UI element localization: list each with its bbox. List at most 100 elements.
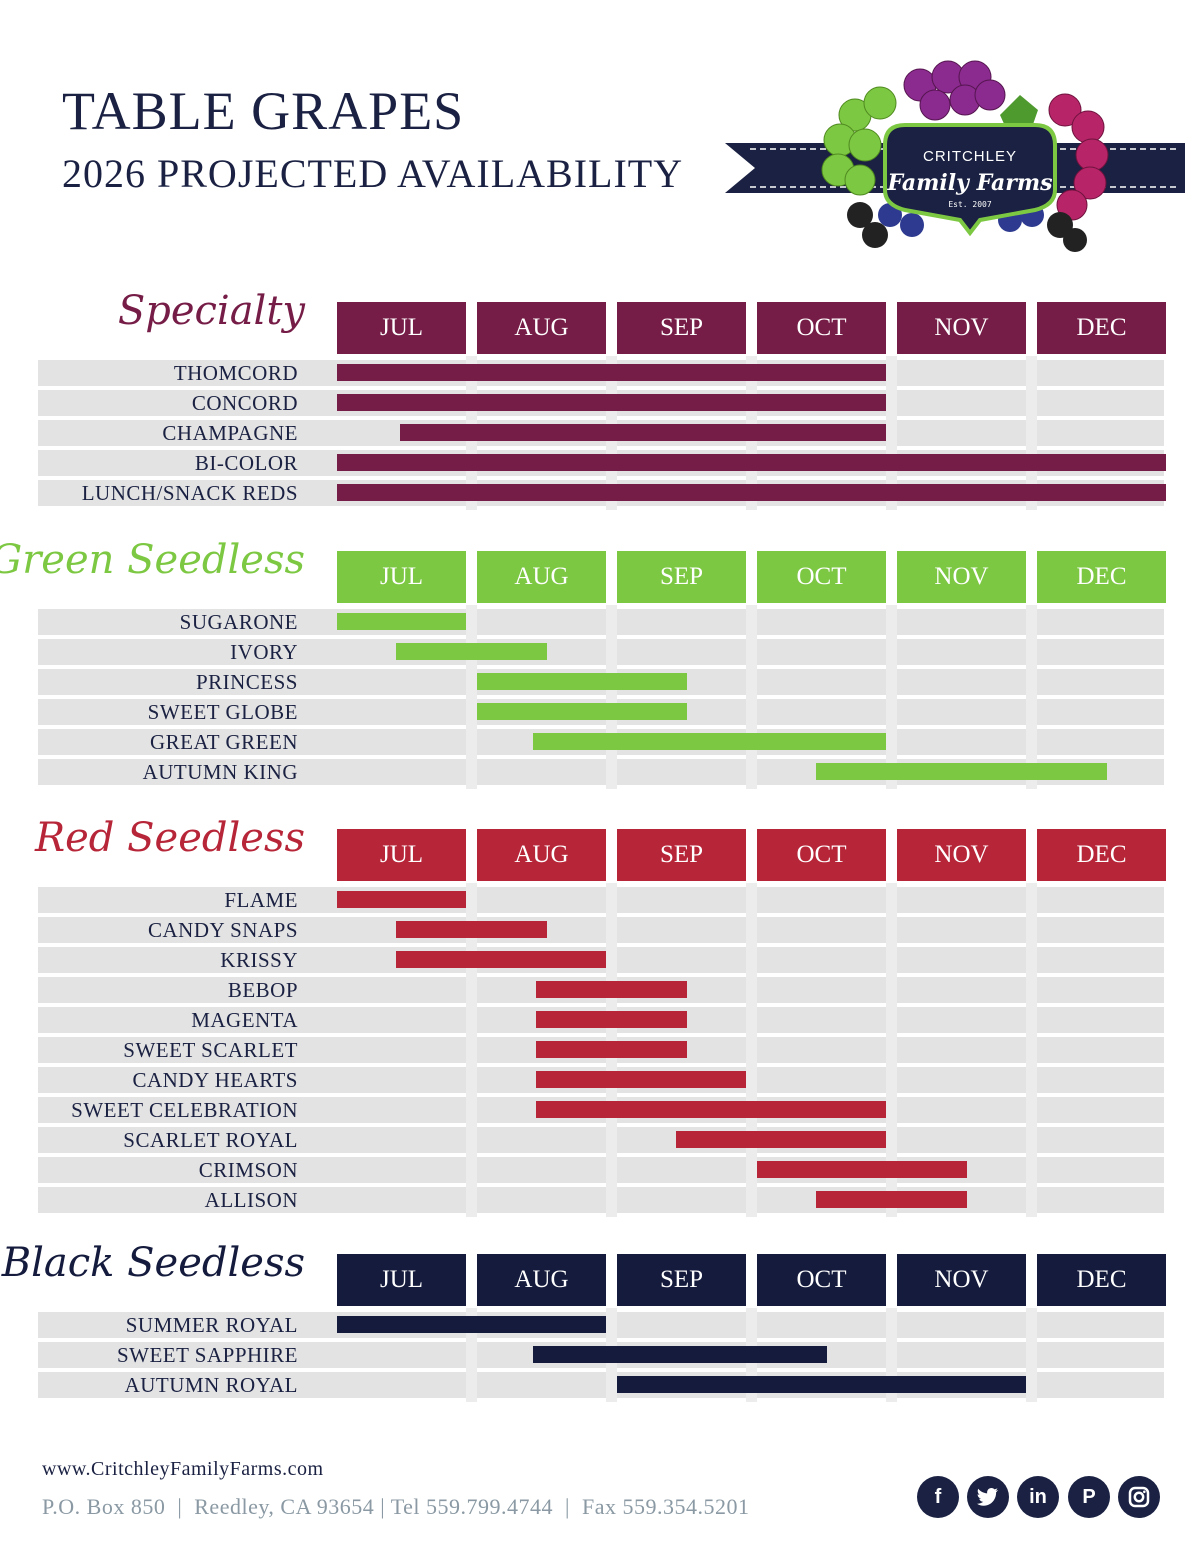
- variety-label: MAGENTA: [191, 1008, 298, 1032]
- variety-label: CHAMPAGNE: [162, 421, 298, 445]
- page-title: TABLE GRAPES: [62, 81, 465, 141]
- month-header-sep: SEP: [617, 551, 746, 603]
- month-header-aug: AUG: [477, 1254, 606, 1306]
- month-header-dec: DEC: [1037, 829, 1166, 881]
- availability-bar-princess: [477, 673, 687, 690]
- section-title: Specialty: [117, 288, 305, 334]
- availability-bar-flame: [337, 891, 466, 908]
- month-header-sep: SEP: [617, 1254, 746, 1306]
- footer-website[interactable]: www.CritchleyFamilyFarms.com: [42, 1458, 324, 1480]
- availability-bar-candy-hearts: [535, 1071, 746, 1088]
- variety-label: KRISSY: [220, 948, 298, 972]
- logo-line1: CRITCHLEY: [923, 148, 1017, 165]
- column-separator: [1026, 883, 1037, 1217]
- variety-label: BEBOP: [227, 978, 298, 1002]
- variety-label: SWEET SAPPHIRE: [116, 1343, 298, 1367]
- month-header-oct: OCT: [757, 1254, 886, 1306]
- variety-label: AUTUMN KING: [142, 760, 298, 784]
- month-header-nov: NOV: [897, 551, 1026, 603]
- pinterest-icon[interactable]: P: [1068, 1476, 1110, 1518]
- availability-bar-sweet-sapphire: [533, 1346, 827, 1363]
- availability-bar-scarlet-royal: [675, 1131, 886, 1148]
- column-separator: [886, 356, 897, 510]
- linkedin-icon[interactable]: in: [1017, 1476, 1059, 1518]
- variety-label: FLAME: [224, 888, 298, 912]
- availability-bar-candy-snaps: [395, 921, 547, 938]
- availability-bar-autumn-royal: [617, 1376, 1026, 1393]
- row-band: [38, 609, 1164, 635]
- variety-label: IVORY: [230, 640, 298, 664]
- month-header-nov: NOV: [897, 302, 1026, 354]
- month-header-oct: OCT: [757, 829, 886, 881]
- month-header-oct: OCT: [757, 551, 886, 603]
- variety-label: PRINCESS: [195, 670, 298, 694]
- section-title: Green Seedless: [0, 537, 305, 583]
- row-band: [38, 1157, 1164, 1183]
- month-header-dec: DEC: [1037, 551, 1166, 603]
- row-band: [38, 887, 1164, 913]
- availability-bar-krissy: [395, 951, 606, 968]
- availability-bar-ivory: [395, 643, 547, 660]
- availability-bar-sweet-globe: [477, 703, 687, 720]
- column-separator: [886, 605, 897, 789]
- critchley-logo: CRITCHLEY Family Farms Est. 2007: [725, 60, 1185, 252]
- column-separator: [886, 1308, 897, 1402]
- column-separator: [746, 883, 757, 1217]
- month-header-aug: AUG: [477, 551, 606, 603]
- column-separator: [466, 1308, 477, 1402]
- footer-address: P.O. Box 850 | Reedley, CA 93654 | Tel 5…: [42, 1494, 750, 1519]
- column-separator: [886, 883, 897, 1217]
- availability-bar-concord: [337, 394, 886, 411]
- availability-bar-sweet-celebration: [535, 1101, 886, 1118]
- variety-label: SWEET GLOBE: [147, 700, 298, 724]
- column-separator: [1026, 605, 1037, 789]
- facebook-icon[interactable]: f: [917, 1476, 959, 1518]
- column-separator: [466, 883, 477, 1217]
- variety-label: LUNCH/SNACK REDS: [81, 481, 298, 505]
- variety-label: AUTUMN ROYAL: [124, 1373, 298, 1397]
- variety-label: SUMMER ROYAL: [125, 1313, 298, 1337]
- variety-label: SWEET SCARLET: [123, 1038, 298, 1062]
- month-header-jul: JUL: [337, 1254, 466, 1306]
- variety-label: CANDY SNAPS: [147, 918, 298, 942]
- grape-cluster-green: [821, 86, 897, 196]
- variety-label: THOMCORD: [173, 361, 298, 385]
- row-band: [38, 1187, 1164, 1213]
- variety-label: ALLISON: [204, 1188, 298, 1212]
- month-header-nov: NOV: [897, 1254, 1026, 1306]
- month-header-sep: SEP: [617, 302, 746, 354]
- variety-label: SCARLET ROYAL: [123, 1128, 298, 1152]
- variety-label: BI-COLOR: [194, 451, 298, 475]
- variety-label: CONCORD: [191, 391, 298, 415]
- month-header-jul: JUL: [337, 551, 466, 603]
- availability-bar-crimson: [757, 1161, 967, 1178]
- availability-bar-sweet-scarlet: [535, 1041, 687, 1058]
- availability-bar-great-green: [533, 733, 886, 750]
- grape-cluster-red: [1048, 93, 1109, 221]
- availability-bar-thomcord: [337, 364, 886, 381]
- column-separator: [466, 605, 477, 789]
- grape-cluster-purple: [903, 60, 1006, 121]
- column-separator: [1026, 356, 1037, 510]
- variety-label: SWEET CELEBRATION: [71, 1098, 298, 1122]
- section-title: Red Seedless: [35, 815, 305, 861]
- availability-bar-bebop: [535, 981, 687, 998]
- variety-label: CRIMSON: [198, 1158, 298, 1182]
- row-band: [38, 1127, 1164, 1153]
- page-subtitle: 2026 PROJECTED AVAILABILITY: [62, 151, 684, 196]
- month-header-dec: DEC: [1037, 1254, 1166, 1306]
- section-title: Black Seedless: [1, 1240, 305, 1286]
- instagram-icon[interactable]: [1118, 1476, 1160, 1518]
- logo-line3: Est. 2007: [948, 200, 992, 209]
- month-header-aug: AUG: [477, 829, 606, 881]
- month-header-jul: JUL: [337, 302, 466, 354]
- availability-bar-magenta: [535, 1011, 687, 1028]
- row-band: [38, 917, 1164, 943]
- availability-bar-sugarone: [337, 613, 466, 630]
- twitter-icon[interactable]: [967, 1476, 1009, 1518]
- column-separator: [606, 605, 617, 789]
- availability-bar-lunch-snack-reds: [337, 484, 1166, 501]
- logo-line2: Family Farms: [886, 170, 1052, 196]
- month-header-sep: SEP: [617, 829, 746, 881]
- availability-bar-autumn-king: [815, 763, 1107, 780]
